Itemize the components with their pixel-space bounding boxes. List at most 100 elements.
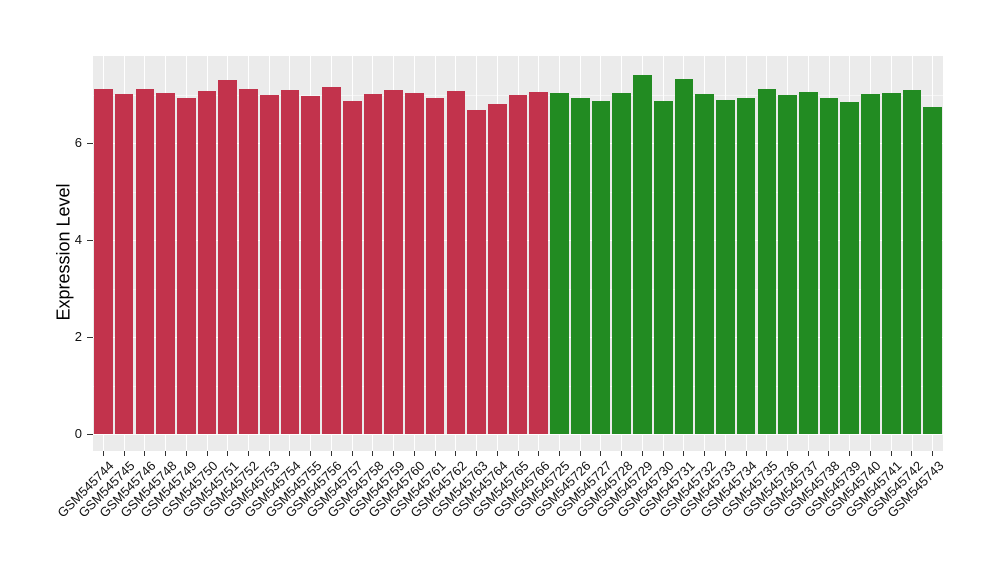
x-tick-mark: [600, 451, 602, 456]
bar-slot: [383, 56, 404, 451]
x-tick-mark: [579, 451, 581, 456]
bar-slot: [632, 56, 653, 451]
y-tick-mark: [87, 337, 93, 338]
bar-GSM545729: [633, 74, 652, 434]
x-tick-mark: [621, 451, 623, 456]
x-tick-mark: [807, 451, 809, 456]
bar-GSM545730: [653, 100, 673, 434]
bar-GSM545728: [612, 92, 632, 434]
bar-GSM545750: [197, 91, 217, 434]
x-tick-mark: [434, 451, 436, 456]
y-tick-mark: [87, 143, 93, 144]
bar-GSM545756: [322, 86, 341, 434]
bar-slot: [549, 56, 570, 451]
x-tick-mark: [849, 451, 851, 456]
x-tick-mark: [662, 451, 664, 456]
plot-panel: [93, 56, 943, 451]
bar-slot: [715, 56, 736, 451]
x-tick-mark: [393, 451, 395, 456]
y-tick-mark: [87, 434, 93, 435]
x-tick-mark: [704, 451, 706, 456]
bar-GSM545734: [736, 98, 756, 434]
bar-slot: [611, 56, 632, 451]
bar-GSM545732: [695, 93, 714, 434]
x-tick-mark: [828, 451, 830, 456]
bar-slot: [487, 56, 508, 451]
bar-slot: [674, 56, 695, 451]
x-tick-mark: [724, 451, 726, 456]
bar-slot: [922, 56, 943, 451]
x-tick-mark: [787, 451, 788, 456]
bar-GSM545765: [508, 94, 528, 434]
bar-GSM545759: [384, 89, 403, 434]
bar-slot: [860, 56, 881, 451]
y-axis-title: Expression Level: [53, 183, 74, 321]
bar-slot: [528, 56, 549, 451]
bar-slot: [653, 56, 674, 451]
bar-slot: [425, 56, 446, 451]
bar-GSM545735: [757, 89, 777, 434]
y-tick-mark: [87, 240, 93, 241]
bar-slot: [176, 56, 197, 451]
bars-container: [93, 56, 943, 451]
x-tick-mark: [869, 451, 871, 456]
y-tick-label: 0: [74, 426, 82, 441]
bar-slot: [114, 56, 135, 451]
bar-GSM545727: [591, 100, 611, 434]
x-tick-mark: [165, 451, 167, 456]
bar-slot: [197, 56, 218, 451]
x-tick-mark: [641, 451, 643, 456]
bar-GSM545766: [529, 91, 549, 434]
bar-GSM545764: [487, 103, 507, 434]
bar-slot: [591, 56, 612, 451]
x-tick-mark: [558, 451, 560, 456]
bar-slot: [777, 56, 798, 451]
bar-GSM545757: [342, 100, 362, 434]
bar-GSM545753: [259, 95, 279, 434]
x-tick-mark: [123, 451, 125, 456]
bar-GSM545758: [363, 93, 383, 434]
bar-GSM545751: [218, 80, 238, 434]
x-tick-mark: [185, 451, 187, 456]
bar-GSM545725: [550, 92, 569, 434]
bar-slot: [321, 56, 342, 451]
bar-GSM545752: [239, 89, 258, 434]
x-tick-mark: [911, 451, 913, 456]
bar-slot: [155, 56, 176, 451]
bar-GSM545755: [301, 96, 321, 434]
bar-slot: [694, 56, 715, 451]
x-tick-mark: [351, 451, 353, 456]
bar-GSM545760: [405, 92, 424, 434]
x-tick-mark: [496, 451, 498, 456]
bar-slot: [280, 56, 301, 451]
bar-GSM545754: [280, 90, 300, 434]
bar-GSM545733: [716, 99, 735, 434]
x-tick-mark: [227, 451, 229, 456]
x-tick-mark: [372, 451, 374, 456]
bar-GSM545745: [114, 93, 134, 434]
x-tick-mark: [413, 451, 415, 456]
x-tick-mark: [766, 451, 768, 456]
bar-slot: [404, 56, 425, 451]
bar-slot: [93, 56, 114, 451]
x-tick-mark: [683, 451, 685, 456]
bar-GSM545739: [840, 102, 860, 434]
bar-GSM545743: [923, 107, 943, 434]
bar-slot: [259, 56, 280, 451]
x-tick-mark: [932, 451, 934, 456]
bar-slot: [508, 56, 529, 451]
x-tick-mark: [517, 451, 519, 456]
x-tick-mark: [289, 451, 291, 456]
bar-slot: [736, 56, 757, 451]
bar-slot: [757, 56, 778, 451]
x-tick-mark: [538, 451, 540, 456]
x-tick-mark: [455, 451, 457, 456]
bar-slot: [238, 56, 259, 451]
bar-GSM545763: [467, 109, 486, 434]
bar-GSM545762: [446, 91, 466, 434]
x-tick-mark: [745, 451, 747, 456]
x-tick-mark: [206, 451, 208, 456]
bar-GSM545736: [778, 95, 797, 434]
x-tick-mark: [310, 451, 312, 456]
